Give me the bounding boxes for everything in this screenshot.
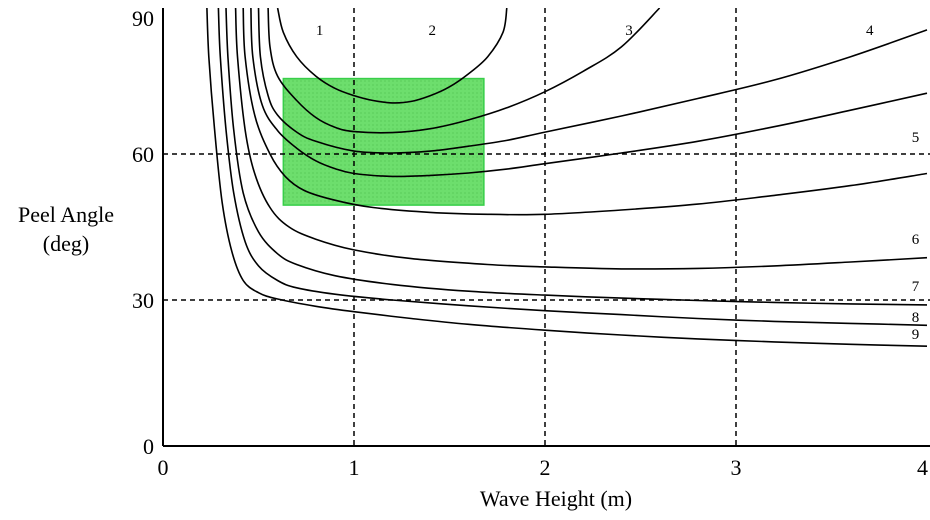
y-axis-label-line2: (deg) <box>43 231 89 256</box>
x-tick-label: 0 <box>158 455 169 480</box>
x-tick-label: 4 <box>917 455 928 480</box>
curve-label-5: 5 <box>912 130 920 146</box>
y-axis-label-line1: Peel Angle <box>18 202 114 227</box>
curve-layer <box>206 8 928 347</box>
curve-label-4: 4 <box>866 23 874 39</box>
tick-label-layer: 0 1 2 3 4 0 30 60 90 <box>132 6 928 480</box>
curve-9 <box>206 8 928 347</box>
curve-6 <box>234 8 928 270</box>
curve-label-2: 2 <box>429 23 437 39</box>
highlight-layer <box>282 77 485 206</box>
curve-2 <box>267 8 661 134</box>
x-tick-label: 1 <box>349 455 360 480</box>
curve-label-7: 7 <box>912 279 920 295</box>
y-tick-label: 30 <box>132 288 154 313</box>
y-tick-label: 0 <box>143 434 154 459</box>
curve-label-8: 8 <box>912 310 920 326</box>
highlight-region <box>282 77 485 206</box>
curve-label-6: 6 <box>912 232 920 248</box>
curve-7 <box>225 8 928 306</box>
curve-4 <box>250 8 928 178</box>
curve-3 <box>257 8 928 154</box>
gridline-layer <box>163 8 930 446</box>
x-tick-label: 2 <box>540 455 551 480</box>
curve-label-9: 9 <box>912 327 920 343</box>
x-axis-label: Wave Height (m) <box>480 486 632 511</box>
x-tick-label: 3 <box>731 455 742 480</box>
curve-label-layer: 1 2 3 4 5 6 7 89 <box>316 23 920 343</box>
curve-label-1: 1 <box>316 23 324 39</box>
y-tick-label: 60 <box>132 142 154 167</box>
curve-5 <box>242 8 928 216</box>
curve-label-3: 3 <box>625 23 633 39</box>
curve-1 <box>276 8 508 104</box>
y-tick-label: 90 <box>132 6 154 31</box>
curve-8 <box>217 8 928 327</box>
